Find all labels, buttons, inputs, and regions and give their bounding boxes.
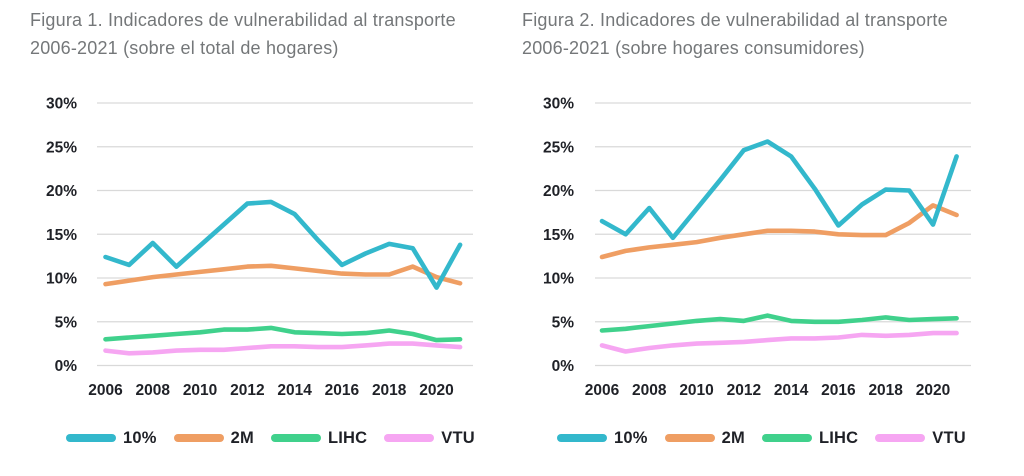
legend-swatch-10pct [557,434,607,442]
legend-label-lihc: LIHC [327,428,368,447]
legend-label-10pct: 10% [123,428,157,447]
x-tick-label: 2018 [868,382,903,399]
series-line-vtu [103,341,463,356]
legend-item-10pct: 10% [557,429,648,448]
legend-label-10pct: 10% [614,428,648,447]
y-tick-label: 0% [552,358,575,375]
y-tick-label: 10% [543,271,574,288]
legend-item-2m: 2M [664,428,745,448]
legend-swatch-vtu [875,434,926,442]
figure-1-legend: 10% 2M LIHC VTU [66,427,475,449]
legend-item-vtu: VTU [384,429,475,448]
legend-swatch-10pct [66,434,116,442]
figure-2-legend: 10% 2M LIHC VTU [557,427,966,449]
x-tick-label: 2008 [632,382,667,399]
series-line-lihc [599,313,959,333]
figure-2-plot: 0% 5% 10% 15% 20% 25% 30% 2006 2008 2010 2012 2014 2… [543,96,971,399]
x-tick-label: 2018 [372,382,407,399]
x-tick-label: 2020 [419,382,453,399]
y-tick-label: 25% [543,139,574,156]
legend-item-lihc: LIHC [270,428,368,448]
legend-label-2m: 2M [230,428,254,447]
legend-item-vtu: VTU [875,429,966,448]
legend-swatch-2m [173,434,224,442]
x-tick-label: 2006 [585,382,620,399]
figure-1-title: Figura 1. Indicadores de vulnerabilidad … [30,10,456,58]
legend-swatch-lihc [761,434,812,442]
x-tick-label: 2012 [230,382,264,399]
legend-swatch-lihc [270,434,321,442]
y-tick-label: 10% [46,271,77,288]
series-line-10pct [103,199,463,290]
y-tick-label: 0% [55,358,78,375]
legend-swatch-vtu [384,434,435,442]
x-tick-label: 2014 [774,382,809,399]
x-tick-label: 2020 [916,382,950,399]
x-tick-label: 2016 [821,382,856,399]
y-tick-label: 5% [55,314,78,331]
y-tick-label: 20% [543,183,574,200]
x-tick-label: 2016 [325,382,360,399]
y-tick-label: 20% [46,183,77,200]
series-line-2m [103,263,463,287]
legend-label-2m: 2M [721,428,745,447]
y-tick-label: 30% [543,96,574,113]
x-tick-label: 2012 [727,382,761,399]
x-tick-label: 2008 [136,382,171,399]
series-line-10pct [599,139,959,241]
legend-item-10pct: 10% [66,429,157,448]
legend-label-vtu: VTU [441,428,475,447]
figure-2-title: Figura 2. Indicadores de vulnerabilidad … [522,10,948,58]
series-line-lihc [103,325,463,343]
x-tick-label: 2010 [183,382,217,399]
y-tick-label: 5% [552,314,575,331]
legend-label-lihc: LIHC [818,428,859,447]
x-tick-label: 2006 [88,382,123,399]
y-tick-label: 30% [46,96,77,113]
y-tick-label: 15% [543,227,574,244]
y-tick-label: 15% [46,227,77,244]
series-line-vtu [599,330,959,354]
y-tick-label: 25% [46,139,77,156]
legend-label-vtu: VTU [932,428,966,447]
x-tick-label: 2014 [277,382,312,399]
legend-item-2m: 2M [173,428,254,448]
legend-swatch-2m [664,434,715,442]
series-line-2m [599,203,959,260]
x-tick-label: 2010 [679,382,713,399]
figure-1-plot: 0% 5% 10% 15% 20% 25% 30% 2006 2008 2010 2012 2014 2… [46,96,473,399]
legend-item-lihc: LIHC [761,428,859,448]
